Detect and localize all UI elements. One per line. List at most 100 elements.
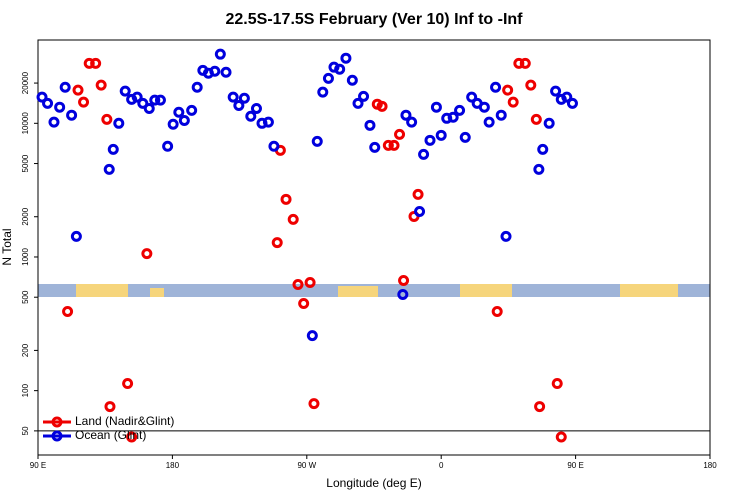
point (119, 85, 131, 97)
point (561, 91, 573, 103)
point (334, 63, 346, 75)
point (72, 84, 84, 96)
point (447, 111, 459, 123)
point (107, 143, 119, 155)
point (317, 86, 329, 98)
point (95, 79, 107, 91)
point (238, 92, 250, 104)
y-axis-label: N Total (0, 228, 14, 265)
point (566, 97, 578, 109)
point (143, 103, 155, 115)
y-tick-label: 2000 (21, 207, 30, 225)
point (101, 113, 113, 125)
point (466, 91, 478, 103)
point (209, 65, 221, 77)
point (287, 213, 299, 225)
point (369, 141, 381, 153)
point (78, 96, 90, 108)
y-tick-label: 5000 (21, 154, 30, 172)
point (42, 97, 54, 109)
point (304, 277, 316, 289)
point (551, 378, 563, 390)
point (220, 66, 232, 78)
point (414, 205, 426, 217)
point (214, 48, 226, 60)
y-tick-label: 50 (21, 426, 30, 435)
point (83, 57, 95, 69)
legend: Land (Nadir&Glint)Ocean (Glint) (43, 414, 174, 442)
point (513, 57, 525, 69)
point (424, 134, 436, 146)
point (454, 104, 466, 116)
y-tick-label: 200 (21, 343, 30, 357)
point (126, 431, 138, 443)
point (292, 279, 304, 291)
x-tick-label: 0 (439, 461, 444, 470)
land-strip (150, 288, 164, 297)
point (382, 139, 394, 151)
point (412, 188, 424, 200)
x-tick-label: 180 (166, 461, 180, 470)
point (322, 72, 334, 84)
point (550, 85, 562, 97)
point (352, 97, 364, 109)
point (178, 114, 190, 126)
point (328, 61, 340, 73)
point (173, 106, 185, 118)
point (483, 116, 495, 128)
point (48, 116, 60, 128)
point (507, 96, 519, 108)
point (66, 109, 78, 121)
land-strip (460, 284, 512, 297)
point (406, 116, 418, 128)
point (555, 431, 567, 443)
y-tick-label: 500 (21, 290, 30, 304)
point (340, 52, 352, 64)
point (298, 297, 310, 309)
legend-marker (51, 430, 63, 442)
point (54, 101, 66, 113)
point (70, 230, 82, 242)
land-strip (76, 284, 128, 297)
legend-label: Land (Nadir&Glint) (75, 414, 174, 428)
point (233, 99, 245, 111)
x-axis-label: Longitude (deg E) (326, 476, 421, 490)
point (141, 248, 153, 260)
point (418, 148, 430, 160)
point (533, 163, 545, 175)
point (491, 305, 503, 317)
point (364, 119, 376, 131)
point (358, 90, 370, 102)
y-tick-label: 1000 (21, 248, 30, 266)
point (478, 101, 490, 113)
point (271, 237, 283, 249)
point (104, 401, 116, 413)
point (186, 104, 198, 116)
point (537, 143, 549, 155)
point (280, 193, 292, 205)
chart-title: 22.5S-17.5S February (Ver 10) Inf to -In… (226, 11, 524, 28)
point (430, 101, 442, 113)
point (137, 97, 149, 109)
x-tick-label: 90 W (297, 461, 316, 470)
point (388, 139, 400, 151)
point (268, 140, 280, 152)
point (543, 117, 555, 129)
point (103, 163, 115, 175)
point (131, 91, 143, 103)
point (346, 74, 358, 86)
x-tick-label: 90 E (567, 461, 583, 470)
point (62, 305, 74, 317)
point (530, 113, 542, 125)
y-tick-label: 10000 (21, 112, 30, 135)
point (250, 103, 262, 115)
point (191, 81, 203, 93)
point (154, 94, 166, 106)
point (167, 118, 179, 130)
point (519, 57, 531, 69)
point (534, 401, 546, 413)
point (495, 109, 507, 121)
legend-marker (51, 416, 63, 428)
point (308, 398, 320, 410)
point (400, 109, 412, 121)
